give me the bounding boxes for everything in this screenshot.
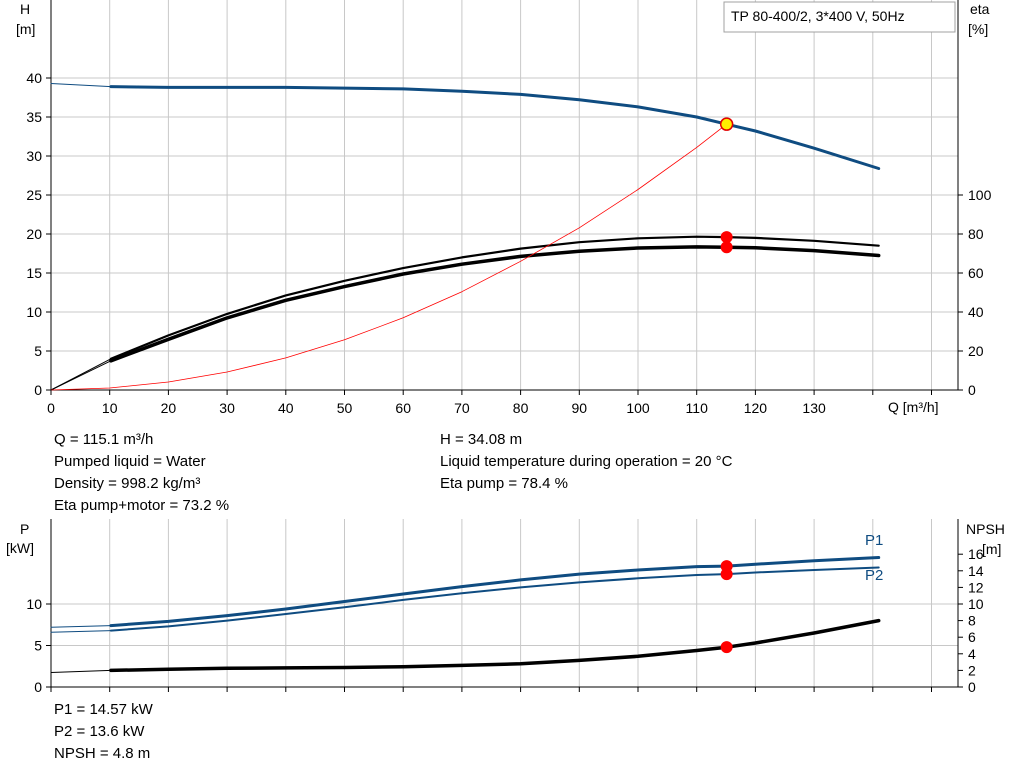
lower-right-tick-label: 10	[968, 596, 984, 612]
flow-axis-label: Q [m³/h]	[888, 399, 939, 415]
upper-chart-grid	[51, 0, 958, 390]
info-upper-left: Q = 115.1 m³/h Pumped liquid = Water Den…	[54, 429, 229, 517]
lower-duty-point-marker-1	[720, 568, 733, 581]
upper-right-tick-label: 0	[968, 382, 976, 398]
upper-left-tick-label: 10	[26, 304, 42, 320]
x-tick-label: 70	[454, 400, 470, 416]
lower-chart-axes	[50, 519, 959, 688]
system-curve-curve	[50, 123, 727, 391]
upper-left-tick-label: 15	[26, 265, 42, 281]
x-tick-label: 100	[626, 400, 650, 416]
eta-pump-motor-extension-curve	[50, 360, 112, 391]
eta-axis-unit: [%]	[968, 21, 988, 37]
info-upper-right: H = 34.08 m Liquid temperature during op…	[440, 429, 732, 495]
lower-right-tick-label: 8	[968, 613, 976, 629]
x-tick-label: 130	[802, 400, 826, 416]
head-axis-unit: [m]	[16, 21, 35, 37]
lower-duty-point-marker-2	[720, 641, 733, 654]
info-eta-pump: Eta pump = 78.4 %	[440, 475, 568, 492]
lower-chart-grid	[51, 519, 958, 687]
p1-curve	[109, 556, 881, 628]
x-tick-label: 50	[337, 400, 353, 416]
upper-right-tick-label: 40	[968, 304, 984, 320]
info-p1: P1 = 14.57 kW	[54, 701, 153, 718]
upper-left-tick-label: 5	[34, 343, 42, 359]
lower-right-tick-label: 6	[968, 629, 976, 645]
upper-left-tick-label: 20	[26, 226, 42, 242]
lower-right-tick-label: 14	[968, 563, 984, 579]
lower-right-tick-label: 12	[968, 579, 984, 595]
npsh-axis-unit: [m]	[982, 541, 1001, 557]
head-curve	[109, 85, 881, 170]
eta-axis-label: eta	[970, 1, 990, 17]
info-flow: Q = 115.1 m³/h	[54, 431, 154, 448]
lower-chart-series	[50, 556, 881, 673]
upper-left-tick-label: 0	[34, 382, 42, 398]
model-label-box	[723, 1, 956, 33]
x-tick-label: 40	[278, 400, 294, 416]
upper-right-tick-label: 20	[968, 343, 984, 359]
p2-curve	[109, 566, 880, 632]
x-tick-label: 80	[513, 400, 529, 416]
power-axis-label: P	[20, 521, 29, 537]
x-tick-label: 110	[686, 400, 709, 416]
eta-pump-curve	[109, 235, 880, 360]
p1-extension-curve	[50, 625, 112, 628]
info-head: H = 34.08 m	[440, 431, 523, 448]
power-axis-unit: [kW]	[6, 540, 34, 556]
lower-right-tick-label: 16	[968, 546, 984, 562]
x-tick-label: 20	[161, 400, 177, 416]
info-eta-pump-motor: Eta pump+motor = 73.2 %	[54, 497, 230, 514]
info-density: Density = 998.2 kg/m³	[54, 475, 201, 492]
npsh-extension-curve	[50, 669, 112, 673]
p1-series-label: P1	[865, 532, 883, 549]
npsh-curve	[109, 618, 881, 673]
x-tick-label: 120	[744, 400, 768, 416]
upper-left-tick-label: 35	[26, 109, 42, 125]
info-p2: P2 = 13.6 kW	[54, 723, 145, 740]
upper-duty-point-marker-1	[720, 231, 733, 244]
npsh-axis-label: NPSH	[966, 521, 1005, 537]
upper-left-tick-label: 40	[26, 70, 42, 86]
upper-left-tick-label: 25	[26, 187, 42, 203]
lower-right-tick-label: 0	[968, 679, 976, 695]
upper-right-tick-label: 100	[968, 187, 992, 203]
x-tick-label: 90	[572, 400, 588, 416]
lower-left-tick-label: 10	[26, 596, 42, 612]
head-extension-curve	[50, 83, 112, 88]
info-npsh: NPSH = 4.8 m	[54, 745, 151, 762]
upper-chart-series	[50, 83, 881, 391]
p2-extension-curve	[50, 630, 112, 633]
info-liquid-temperature: Liquid temperature during operation = 20…	[440, 453, 733, 470]
upper-left-tick-label: 30	[26, 148, 42, 164]
x-tick-label: 30	[219, 400, 235, 416]
head-axis-label: H	[20, 1, 30, 17]
lower-left-tick-label: 0	[34, 679, 42, 695]
lower-right-tick-label: 2	[968, 662, 976, 678]
upper-duty-point-marker-2	[720, 241, 733, 254]
eta-pump-motor-curve	[109, 245, 881, 363]
x-tick-label: 60	[395, 400, 411, 416]
upper-right-tick-label: 80	[968, 226, 984, 242]
info-lower: P1 = 14.57 kW P2 = 13.6 kW NPSH = 4.8 m	[54, 699, 153, 765]
x-tick-label: 0	[47, 400, 55, 416]
lower-right-tick-label: 4	[968, 646, 976, 662]
upper-right-tick-label: 60	[968, 265, 984, 281]
upper-chart-ticks: 0 5 10 15 20 25 30 35 40 0 20 40 60 80 100 0 10 20 30 40 50 6…	[26, 70, 991, 416]
p2-series-label: P2	[865, 567, 883, 584]
lower-left-tick-label: 5	[34, 638, 42, 654]
model-label: TP 80-400/2, 3*400 V, 50Hz	[731, 8, 905, 24]
info-pumped-liquid: Pumped liquid = Water	[54, 453, 206, 470]
x-tick-label: 10	[102, 400, 118, 416]
operating-point-marker	[719, 117, 734, 131]
